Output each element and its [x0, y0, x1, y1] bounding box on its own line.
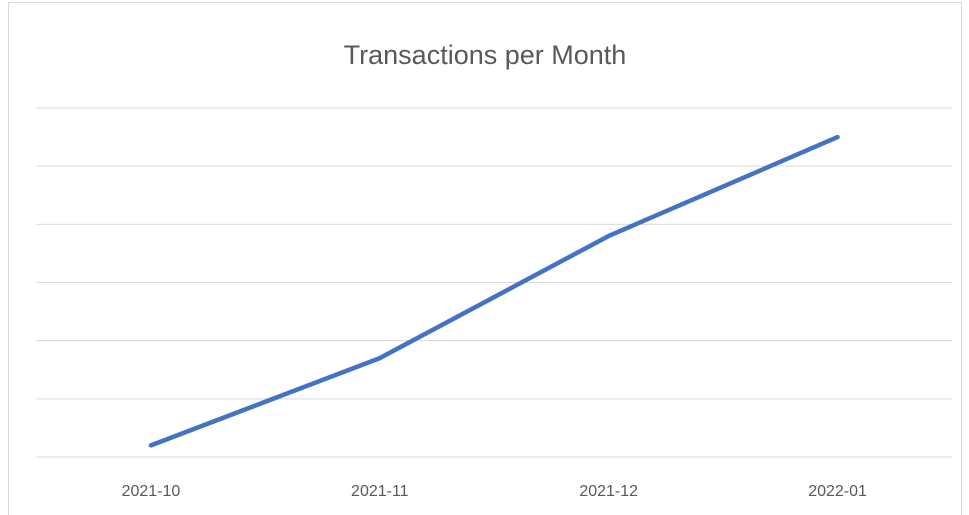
x-tick-label: 2021-12: [579, 483, 638, 500]
data-line: [148, 134, 840, 448]
x-tick-label: 2021-10: [122, 483, 181, 500]
chart-frame: [8, 2, 962, 515]
chart-title: Transactions per Month: [344, 40, 627, 70]
x-tick-label: 2021-11: [351, 483, 409, 500]
x-tick-label: 2022-01: [808, 483, 867, 500]
